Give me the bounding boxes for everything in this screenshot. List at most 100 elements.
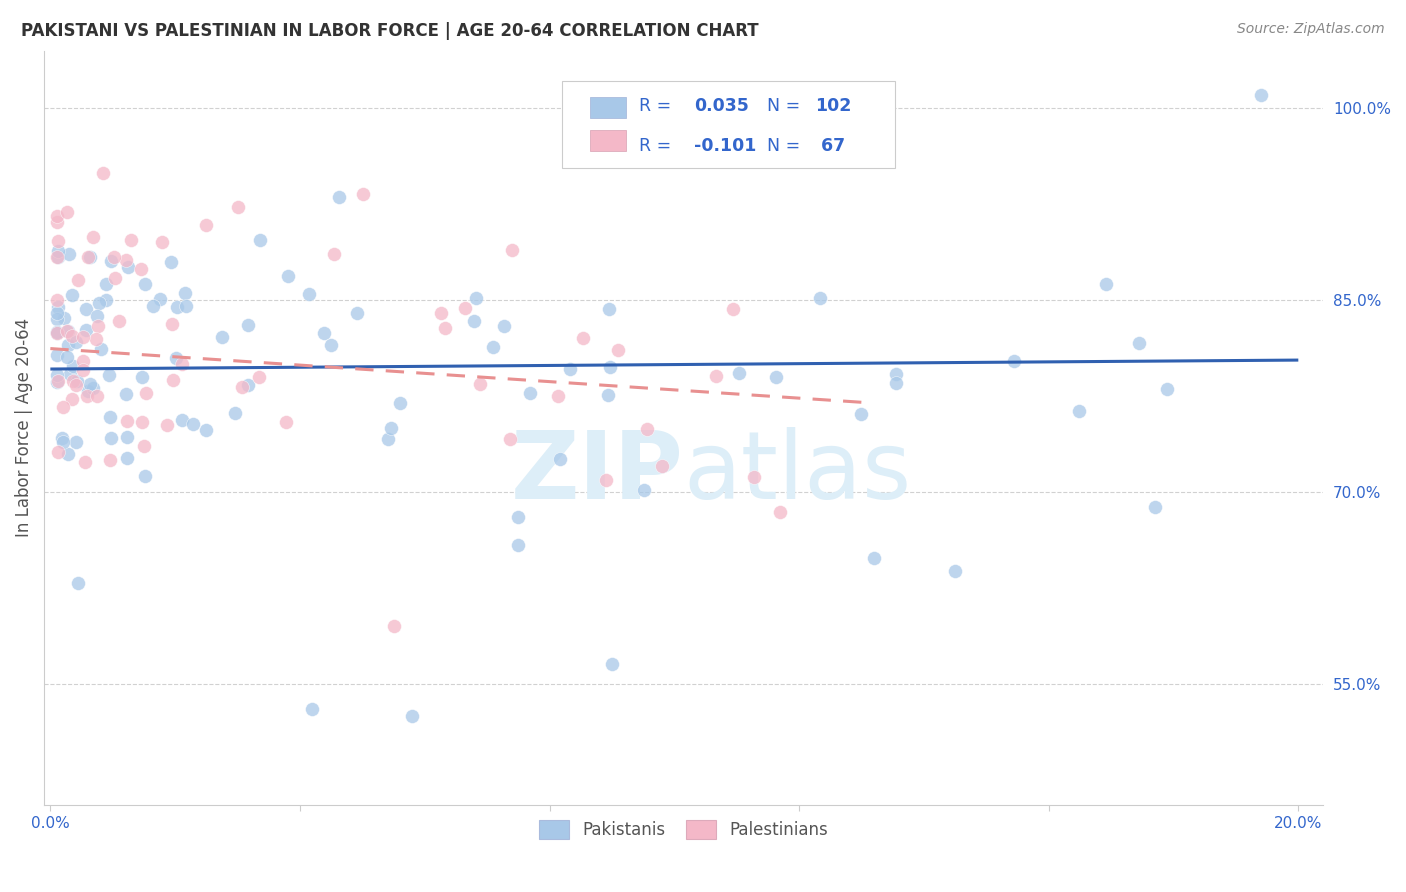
Point <box>56 350 79 364</box>
Point <box>129 262 152 277</box>
Point <box>46 215 69 229</box>
Point <box>721 301 744 316</box>
Point <box>499 432 522 446</box>
Point <box>46 250 69 264</box>
Point <box>231 379 253 393</box>
Text: N =: N = <box>766 97 806 115</box>
Text: 0.035: 0.035 <box>695 97 749 115</box>
Point <box>46 234 69 248</box>
Point <box>79 251 101 265</box>
Text: PAKISTANI VS PALESTINIAN IN LABOR FORCE | AGE 20-64 CORRELATION CHART: PAKISTANI VS PALESTINIAN IN LABOR FORCE … <box>21 22 759 40</box>
Point <box>45 312 67 326</box>
Point <box>82 230 104 244</box>
Point <box>60 392 83 406</box>
Point <box>115 413 138 427</box>
Point <box>156 417 179 432</box>
Point <box>596 387 619 401</box>
Point <box>195 218 218 232</box>
Point <box>884 376 907 391</box>
Point <box>114 253 136 268</box>
Point <box>46 250 69 264</box>
Point <box>73 455 96 469</box>
Point <box>433 321 456 335</box>
Point <box>58 247 80 261</box>
Point <box>224 406 246 420</box>
Text: R =: R = <box>638 137 676 155</box>
Point <box>134 277 156 291</box>
Point <box>636 422 658 436</box>
Text: ZIP: ZIP <box>510 427 683 519</box>
Point <box>548 452 571 467</box>
Point <box>494 319 516 334</box>
Point <box>66 374 89 388</box>
Point <box>211 330 233 344</box>
Point <box>651 459 673 474</box>
Point <box>120 234 142 248</box>
Point <box>238 318 260 333</box>
Point <box>1002 353 1025 368</box>
Point <box>65 335 87 350</box>
Point <box>464 291 486 305</box>
Text: R =: R = <box>638 97 676 115</box>
Legend: Pakistanis, Palestinians: Pakistanis, Palestinians <box>533 814 835 846</box>
Point <box>558 362 581 376</box>
Point <box>176 299 198 313</box>
Point <box>45 209 67 223</box>
Point <box>170 357 193 371</box>
FancyBboxPatch shape <box>591 130 626 151</box>
Point <box>742 469 765 483</box>
Point <box>453 301 475 315</box>
Point <box>86 309 108 323</box>
Point <box>519 385 541 400</box>
Point <box>547 389 569 403</box>
Point <box>142 299 165 313</box>
Point <box>508 510 530 524</box>
Point <box>319 337 342 351</box>
Point <box>90 343 112 357</box>
Point <box>115 451 138 466</box>
Point <box>162 373 184 387</box>
Point <box>943 564 966 578</box>
Point <box>352 186 374 201</box>
Point <box>312 326 335 340</box>
Point <box>76 389 98 403</box>
FancyBboxPatch shape <box>591 96 626 118</box>
Point <box>380 421 402 435</box>
Point <box>134 439 156 453</box>
Point <box>849 407 872 421</box>
Point <box>62 375 84 389</box>
Y-axis label: In Labor Force | Age 20-64: In Labor Force | Age 20-64 <box>15 318 32 537</box>
Point <box>1156 382 1178 396</box>
Point <box>53 311 76 326</box>
Point <box>328 190 350 204</box>
Point <box>430 306 453 320</box>
Point <box>131 415 153 429</box>
Point <box>131 369 153 384</box>
Point <box>72 363 94 377</box>
Point <box>104 271 127 285</box>
Point <box>98 410 121 425</box>
Point <box>103 250 125 264</box>
Point <box>166 300 188 314</box>
Point <box>59 367 82 381</box>
Point <box>46 300 69 314</box>
Point <box>599 360 621 375</box>
Point <box>1128 336 1150 351</box>
Point <box>45 306 67 320</box>
Point <box>382 619 405 633</box>
Point <box>56 447 79 461</box>
Point <box>45 326 67 340</box>
Point <box>48 374 70 388</box>
Point <box>107 314 129 328</box>
Point <box>298 286 321 301</box>
Point <box>72 354 94 368</box>
Point <box>98 453 121 467</box>
Point <box>160 254 183 268</box>
Point <box>150 235 173 249</box>
Point <box>67 575 90 590</box>
Point <box>598 301 620 316</box>
Point <box>65 378 87 392</box>
Point <box>115 387 138 401</box>
Point <box>769 505 792 519</box>
Point <box>97 368 120 382</box>
